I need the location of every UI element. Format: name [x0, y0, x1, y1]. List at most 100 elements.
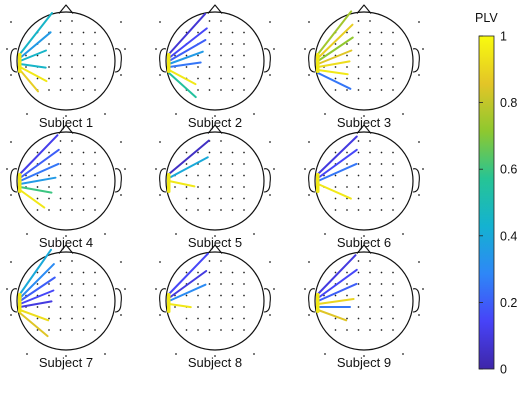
- electrode-dot: [159, 314, 161, 316]
- electrode-dot: [59, 140, 62, 142]
- electrode-dot: [59, 197, 62, 200]
- electrode-dot: [334, 174, 337, 177]
- head-ear-left: [159, 288, 167, 313]
- electrode-dot: [185, 186, 188, 188]
- electrode-dot: [357, 77, 360, 80]
- head-ear-left: [308, 48, 316, 73]
- electrode-dot: [308, 141, 310, 143]
- electrode-dot: [357, 66, 360, 68]
- electrode-dot: [243, 174, 245, 177]
- electrode-dot: [71, 294, 73, 297]
- electrode-dot: [71, 20, 73, 22]
- electrode-dot: [402, 233, 404, 235]
- plv-connection: [168, 180, 196, 188]
- electrode-dot: [197, 151, 199, 154]
- electrode-dot: [48, 54, 50, 57]
- electrode-dot: [94, 294, 96, 297]
- electrode-dot: [82, 31, 85, 34]
- electrode-dot: [363, 235, 365, 237]
- electrode-dot: [357, 271, 360, 274]
- electrode-dot: [308, 261, 310, 263]
- electrode-dot: [380, 77, 383, 80]
- electrode-dot: [185, 197, 188, 200]
- plv-connection: [317, 72, 352, 90]
- electrode-dot: [94, 66, 96, 68]
- electrode-dot: [422, 288, 424, 290]
- electrode-dot: [369, 43, 371, 45]
- electrode-dot: [369, 186, 371, 188]
- head-ear-left: [10, 48, 18, 73]
- plv-connection: [317, 162, 358, 182]
- electrode-dot: [48, 306, 50, 308]
- electrode-dot: [197, 271, 199, 274]
- electrode-dot: [392, 163, 394, 165]
- plv-connection: [19, 309, 50, 322]
- electrode-dot: [26, 233, 28, 235]
- electrode-dot: [174, 186, 176, 188]
- electrode-dot: [82, 317, 85, 320]
- electrode-dot: [334, 271, 337, 274]
- electrode-dot: [392, 54, 394, 57]
- electrode-dot: [6, 288, 8, 290]
- plv-connection: [168, 303, 192, 309]
- electrode-dot: [231, 89, 234, 91]
- electrode-dot: [363, 115, 365, 117]
- electrode-dot: [220, 89, 222, 91]
- electrode-dot: [59, 329, 62, 331]
- electrode-dot: [231, 329, 234, 331]
- electrode-dot: [346, 329, 348, 331]
- plv-connection: [168, 50, 204, 65]
- electrode-dot: [243, 329, 245, 331]
- electrode-dot: [392, 186, 394, 188]
- electrode-dot: [231, 31, 234, 34]
- electrode-dot: [48, 283, 50, 285]
- electrode-dot: [392, 306, 394, 308]
- electrode-dot: [59, 31, 62, 34]
- electrode-dot: [220, 283, 222, 285]
- head-ear-right: [114, 48, 122, 73]
- electrode-dot: [308, 194, 310, 196]
- electrode-dot: [120, 21, 122, 23]
- subject-label: Subject 9: [337, 355, 391, 370]
- electrode-dot: [71, 209, 73, 211]
- electrode-dot: [346, 77, 348, 80]
- plv-connection: [168, 252, 209, 295]
- electrode-dot: [346, 186, 348, 188]
- electrode-dot: [357, 306, 360, 308]
- electrode-dot: [392, 317, 394, 320]
- colorbar: PLV 1 0.8 0.6 0.4 0.2 0: [475, 11, 517, 377]
- electrode-dot: [243, 197, 245, 200]
- electrode-dot: [369, 31, 371, 34]
- electrode-dot: [369, 329, 371, 331]
- electrode-dot: [71, 89, 73, 91]
- electrode-dot: [59, 294, 62, 297]
- electrode-dot: [243, 186, 245, 188]
- electrode-dot: [380, 89, 383, 91]
- electrode-dot: [334, 329, 337, 331]
- electrode-dot: [380, 163, 383, 165]
- electrode-dot: [36, 271, 39, 274]
- electrode-dot: [214, 355, 216, 357]
- electrode-dot: [346, 271, 348, 274]
- electrode-dot: [197, 66, 199, 68]
- plv-connection: [317, 10, 353, 55]
- electrode-dot: [174, 306, 176, 308]
- electrode-dot: [357, 31, 360, 34]
- plv-connection: [168, 27, 208, 59]
- colorbar-tick-label: 0.6: [500, 163, 517, 177]
- plv-connection: [19, 49, 47, 62]
- electrode-dot: [120, 74, 122, 76]
- hub-electrode: [18, 293, 22, 313]
- head-ear-left: [159, 168, 167, 193]
- plv-connection: [19, 148, 60, 179]
- electrode-dot: [36, 306, 39, 308]
- electrode-dot: [231, 174, 234, 177]
- electrode-dot: [346, 174, 348, 177]
- electrode-dot: [208, 271, 211, 274]
- electrode-dot: [357, 317, 360, 320]
- electrode-dot: [380, 317, 383, 320]
- electrode-dot: [346, 54, 348, 57]
- electrode-dot: [174, 54, 176, 57]
- electrode-dot: [243, 209, 245, 211]
- electrode-dot: [94, 209, 96, 211]
